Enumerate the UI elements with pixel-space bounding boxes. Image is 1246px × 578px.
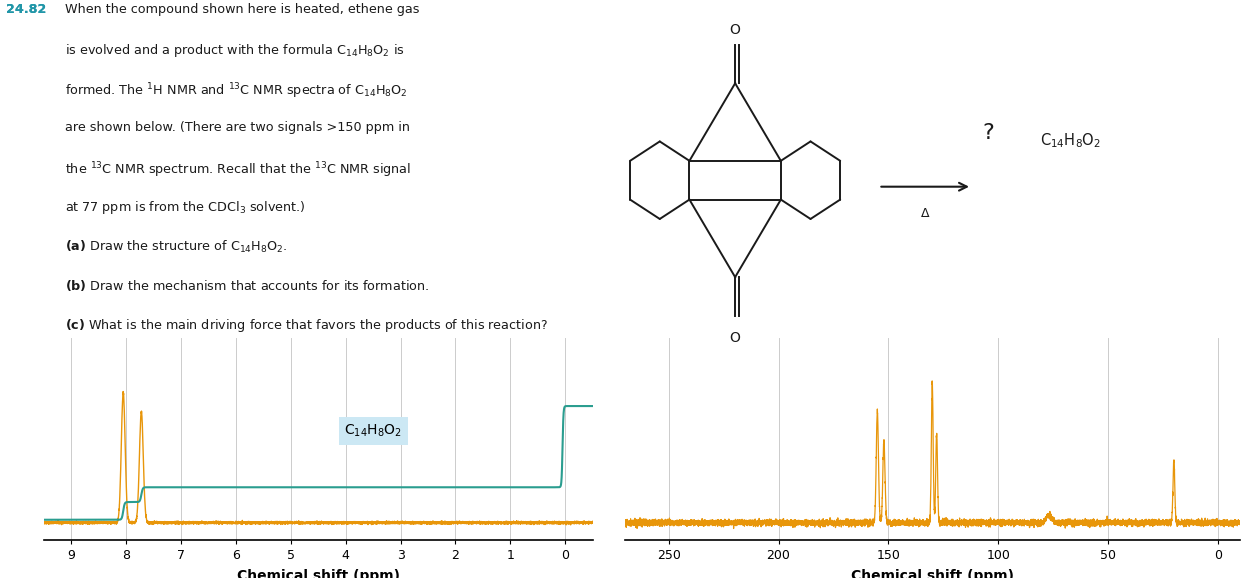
Text: formed. The $^1$H NMR and $^{13}$C NMR spectra of C$_{14}$H$_8$O$_2$: formed. The $^1$H NMR and $^{13}$C NMR s…	[65, 81, 407, 101]
Text: the $^{13}$C NMR spectrum. Recall that the $^{13}$C NMR signal: the $^{13}$C NMR spectrum. Recall that t…	[65, 160, 411, 180]
Text: $\bf{(b)}$ Draw the mechanism that accounts for its formation.: $\bf{(b)}$ Draw the mechanism that accou…	[65, 278, 429, 293]
Text: Δ: Δ	[921, 207, 930, 220]
X-axis label: Chemical shift (ppm): Chemical shift (ppm)	[851, 569, 1014, 578]
Text: 24.82: 24.82	[6, 3, 46, 16]
X-axis label: Chemical shift (ppm): Chemical shift (ppm)	[237, 569, 400, 578]
Text: C$_{14}$H$_8$O$_2$: C$_{14}$H$_8$O$_2$	[344, 423, 402, 439]
Text: at 77 ppm is from the CDCl$_3$ solvent.): at 77 ppm is from the CDCl$_3$ solvent.)	[65, 199, 305, 216]
Text: $\bf{(c)}$ What is the main driving force that favors the products of this react: $\bf{(c)}$ What is the main driving forc…	[65, 317, 547, 334]
Text: is evolved and a product with the formula C$_{14}$H$_8$O$_2$ is: is evolved and a product with the formul…	[65, 42, 405, 59]
Text: are shown below. (There are two signals >150 ppm in: are shown below. (There are two signals …	[65, 121, 410, 134]
Text: When the compound shown here is heated, ethene gas: When the compound shown here is heated, …	[65, 3, 420, 16]
Text: ?: ?	[982, 123, 994, 143]
Text: C$_{14}$H$_8$O$_2$: C$_{14}$H$_8$O$_2$	[1040, 131, 1101, 150]
Text: 24.82: 24.82	[6, 3, 46, 16]
Text: O: O	[730, 23, 740, 37]
Text: O: O	[730, 331, 740, 346]
Text: $\bf{(a)}$ Draw the structure of C$_{14}$H$_8$O$_2$.: $\bf{(a)}$ Draw the structure of C$_{14}…	[65, 239, 288, 255]
